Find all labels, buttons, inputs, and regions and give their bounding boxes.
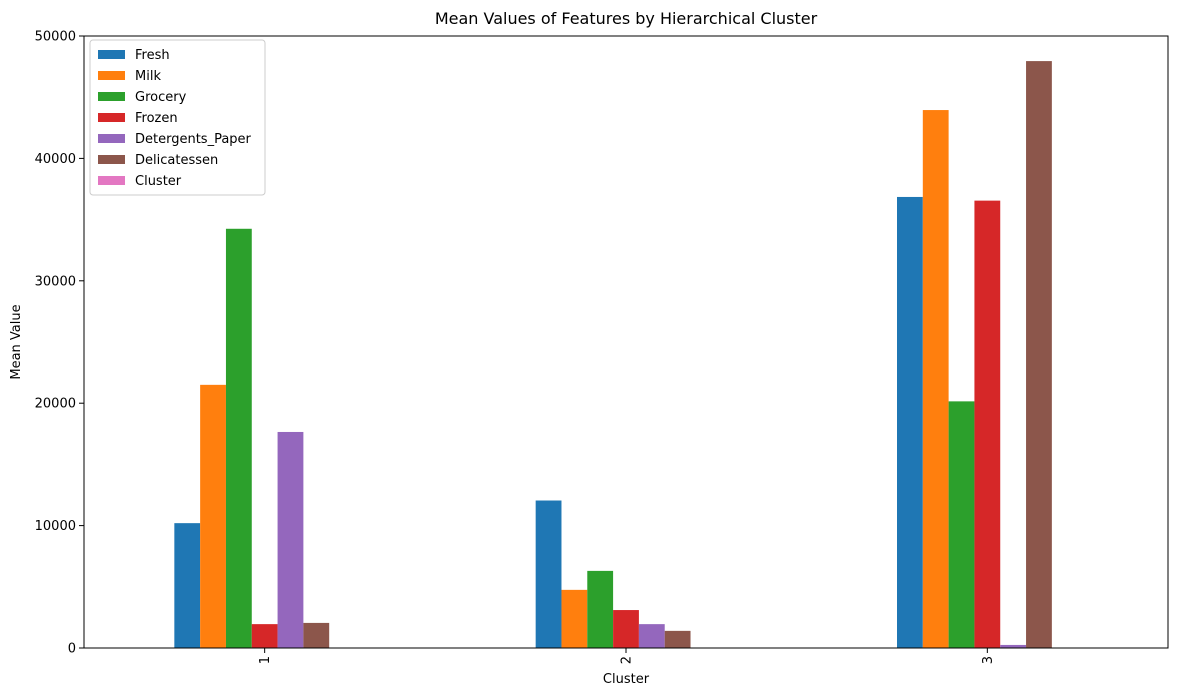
legend: Fresh Milk Grocery Frozen Detergents_Paper De… bbox=[89, 39, 266, 196]
y-axis: 0 10000 20000 30000 40000 50000 bbox=[35, 30, 84, 657]
legend-label-detergents-paper: Detergents_Paper bbox=[135, 132, 252, 147]
legend-label-frozen: Frozen bbox=[135, 111, 178, 126]
y-tick-label: 10000 bbox=[35, 519, 76, 534]
legend-swatch-delicatessen bbox=[98, 155, 125, 164]
legend-swatch-grocery bbox=[98, 92, 125, 101]
bar-delicatessen-cluster-3 bbox=[1026, 61, 1052, 649]
x-tick-label: 2 bbox=[620, 656, 635, 664]
bar-fresh-cluster-2 bbox=[535, 500, 562, 648]
y-tick-label: 0 bbox=[68, 642, 76, 657]
legend-swatch-fresh bbox=[98, 50, 125, 59]
bar-milk-cluster-2 bbox=[561, 589, 588, 648]
y-tick-label: 30000 bbox=[35, 274, 76, 289]
legend-label-delicatessen: Delicatessen bbox=[135, 153, 218, 168]
legend-label-cluster: Cluster bbox=[135, 174, 182, 189]
bar-grocery-cluster-2 bbox=[587, 570, 614, 648]
bar-grocery-cluster-3 bbox=[948, 401, 975, 648]
bar-delicatessen-cluster-2 bbox=[664, 630, 691, 648]
legend-label-fresh: Fresh bbox=[135, 48, 170, 63]
bar-fresh-cluster-1 bbox=[174, 523, 201, 648]
bar-grocery-cluster-1 bbox=[225, 228, 252, 648]
chart-title: Mean Values of Features by Hierarchical … bbox=[435, 9, 818, 28]
x-tick-label: 3 bbox=[981, 656, 996, 664]
bar-detergents-paper-cluster-1 bbox=[277, 431, 304, 648]
bar-frozen-cluster-1 bbox=[251, 624, 278, 648]
bars-group bbox=[174, 61, 1078, 649]
bar-milk-cluster-1 bbox=[200, 384, 226, 648]
y-tick-label: 20000 bbox=[35, 397, 76, 412]
bar-frozen-cluster-3 bbox=[974, 200, 1001, 649]
legend-swatch-milk bbox=[98, 71, 125, 80]
legend-swatch-detergents-paper bbox=[98, 134, 125, 143]
y-tick-label: 40000 bbox=[35, 152, 76, 167]
bar-frozen-cluster-2 bbox=[613, 610, 639, 648]
plot-frame bbox=[83, 35, 1169, 649]
x-axis: 1 2 3 bbox=[258, 648, 996, 664]
legend-swatch-cluster bbox=[98, 176, 125, 185]
x-axis-label: Cluster bbox=[603, 672, 650, 687]
y-tick-label: 50000 bbox=[35, 30, 76, 45]
legend-box bbox=[89, 39, 266, 196]
legend-label-milk: Milk bbox=[135, 69, 161, 84]
bar-detergents-paper-cluster-3 bbox=[1000, 644, 1027, 648]
x-tick-label: 1 bbox=[258, 656, 273, 664]
legend-label-grocery: Grocery bbox=[135, 90, 187, 105]
legend-swatch-frozen bbox=[98, 113, 125, 122]
bar-milk-cluster-3 bbox=[922, 110, 949, 648]
bar-fresh-cluster-3 bbox=[897, 196, 923, 648]
y-axis-label: Mean Value bbox=[9, 304, 24, 379]
bar-delicatessen-cluster-1 bbox=[303, 622, 330, 648]
bar-detergents-paper-cluster-2 bbox=[638, 624, 665, 648]
